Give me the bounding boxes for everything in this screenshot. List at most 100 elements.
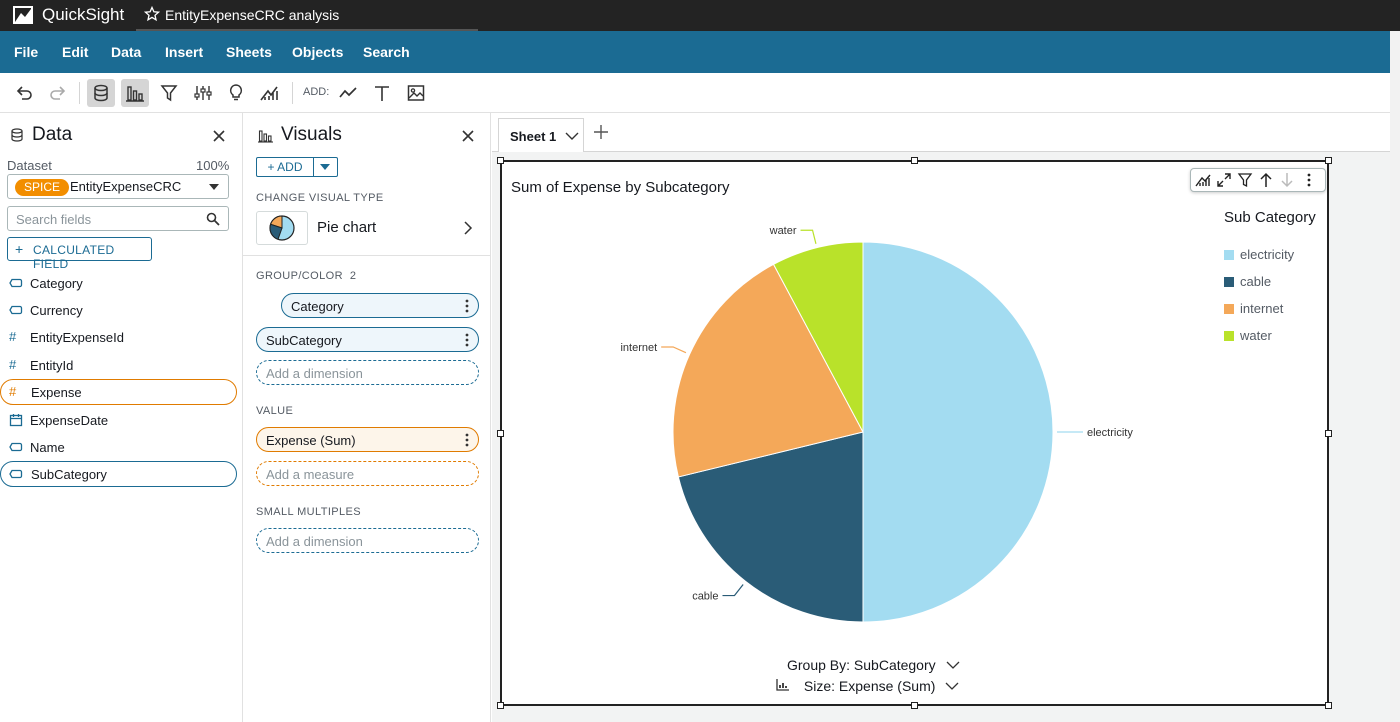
pie-slice-cable[interactable] (677, 431, 864, 623)
search-fields-input[interactable]: Search fields (7, 206, 229, 231)
sheet-tab[interactable]: Sheet 1 (498, 118, 584, 152)
pie-slices (672, 241, 1054, 623)
chevron-down-icon (945, 682, 959, 690)
well-label: SubCategory (266, 333, 342, 348)
resize-handle[interactable] (1325, 702, 1332, 709)
pie-visual[interactable]: Sum of Expense by Subcategory electricit… (500, 160, 1329, 706)
size-control[interactable]: Size: Expense (Sum) (776, 678, 959, 694)
filter-button[interactable] (155, 79, 183, 107)
legend-title: Sub Category (1224, 209, 1316, 226)
field-label: SubCategory (31, 467, 107, 482)
redo-button[interactable] (44, 79, 72, 107)
field-item-selected[interactable]: # Expense (0, 379, 237, 405)
add-sheet-icon[interactable] (593, 124, 609, 140)
parameters-icon (194, 86, 212, 100)
menu-sheets[interactable]: Sheets (226, 44, 272, 60)
menu-insert[interactable]: Insert (165, 44, 204, 60)
more-options-icon[interactable] (465, 298, 469, 314)
well-label: Category (291, 299, 344, 314)
favorite-star-icon[interactable] (144, 6, 160, 22)
group-well-category[interactable]: Category (281, 293, 479, 318)
add-image-button[interactable] (402, 79, 430, 107)
dataset-select[interactable]: SPICE EntityExpenseCRC (7, 174, 229, 199)
field-item[interactable]: Currency (0, 297, 237, 323)
add-text-button[interactable] (368, 79, 396, 107)
filter-icon[interactable] (1237, 172, 1253, 188)
field-item[interactable]: # EntityExpenseId (0, 324, 237, 350)
field-label: EntityId (30, 358, 74, 373)
menu-edit[interactable]: Edit (62, 44, 89, 60)
resize-handle[interactable] (1325, 430, 1332, 437)
expand-icon[interactable] (1216, 172, 1232, 188)
close-icon[interactable] (211, 128, 227, 144)
resize-handle[interactable] (1325, 157, 1332, 164)
field-label: Category (30, 276, 83, 291)
chevron-down-icon[interactable] (565, 131, 579, 141)
field-item[interactable]: ExpenseDate (0, 407, 237, 433)
resize-handle[interactable] (911, 157, 918, 164)
add-measure-well[interactable]: Add a measure (256, 461, 479, 486)
ml-insight-icon[interactable] (1195, 172, 1211, 188)
visuals-button[interactable] (121, 79, 149, 107)
add-dimension-label: Add a dimension (266, 366, 363, 381)
visual-type-name[interactable]: Pie chart (317, 219, 377, 236)
analysis-name[interactable]: EntityExpenseCRC analysis (165, 7, 340, 23)
calculated-field-label: CALCULATED FIELD (33, 243, 115, 271)
legend-swatch (1224, 277, 1234, 287)
sort-descending-icon[interactable] (1279, 172, 1295, 188)
legend-label: water (1240, 328, 1272, 343)
chevron-down-icon (946, 661, 959, 669)
add-image-icon (407, 85, 425, 101)
add-visual-button[interactable] (334, 79, 362, 107)
undo-button[interactable] (10, 79, 38, 107)
more-options-icon[interactable] (1301, 172, 1317, 188)
ml-insight-button[interactable] (255, 79, 283, 107)
add-visual-dropdown[interactable]: + ADD (256, 157, 338, 177)
database-icon (11, 128, 23, 142)
field-item[interactable]: Category (0, 270, 237, 296)
more-options-icon[interactable] (465, 432, 469, 448)
parameters-button[interactable] (189, 79, 217, 107)
field-item-selected[interactable]: SubCategory (0, 461, 237, 487)
menu-data[interactable]: Data (111, 44, 142, 60)
menu-search[interactable]: Search (363, 44, 410, 60)
dataset-label: Dataset (7, 158, 52, 173)
field-item[interactable]: # EntityId (0, 352, 237, 378)
insights-button[interactable] (222, 79, 250, 107)
pie-labels: electricity cable internet water (620, 225, 1133, 602)
pie-leader-line (661, 346, 687, 354)
group-color-label: GROUP/COLOR 2 (256, 270, 356, 282)
resize-handle[interactable] (497, 430, 504, 437)
menu-file[interactable]: File (14, 44, 39, 60)
sort-ascending-icon[interactable] (1258, 172, 1274, 188)
field-item[interactable]: Name (0, 434, 237, 460)
resize-handle[interactable] (497, 157, 504, 164)
divider (243, 255, 491, 256)
dimension-icon (9, 278, 23, 288)
more-options-icon[interactable] (465, 332, 469, 348)
calculated-field-button[interactable]: + CALCULATED FIELD (7, 237, 152, 271)
resize-handle[interactable] (497, 702, 504, 709)
right-scrollbar[interactable] (1390, 31, 1400, 722)
pie-slice-electricity[interactable] (862, 241, 1054, 623)
value-well-expense[interactable]: Expense (Sum) (256, 427, 479, 452)
add-dimension-label: Add a dimension (266, 534, 363, 549)
visual-type-button[interactable] (256, 211, 308, 245)
group-color-text: GROUP/COLOR (256, 270, 343, 282)
resize-handle[interactable] (911, 702, 918, 709)
group-by-control[interactable]: Group By: SubCategory (787, 657, 960, 673)
pie-slice-internet[interactable] (672, 263, 864, 478)
menu-bar: File Edit Data Insert Sheets Objects Sea… (0, 31, 1390, 73)
dataset-button[interactable] (87, 79, 115, 107)
close-icon[interactable] (460, 128, 476, 144)
small-multiples-well[interactable]: Add a dimension (256, 528, 479, 553)
group-well-subcategory[interactable]: SubCategory (256, 327, 479, 352)
data-panel: Data Dataset 100% SPICE EntityExpenseCRC… (0, 113, 243, 722)
visuals-panel-title: Visuals (281, 124, 342, 145)
chevron-right-icon[interactable] (463, 221, 473, 235)
quicksight-logo-icon (13, 6, 33, 24)
add-text-icon (375, 86, 389, 101)
menu-objects[interactable]: Objects (292, 44, 344, 60)
pie-slice-water[interactable] (772, 241, 864, 433)
add-dimension-well[interactable]: Add a dimension (256, 360, 479, 385)
